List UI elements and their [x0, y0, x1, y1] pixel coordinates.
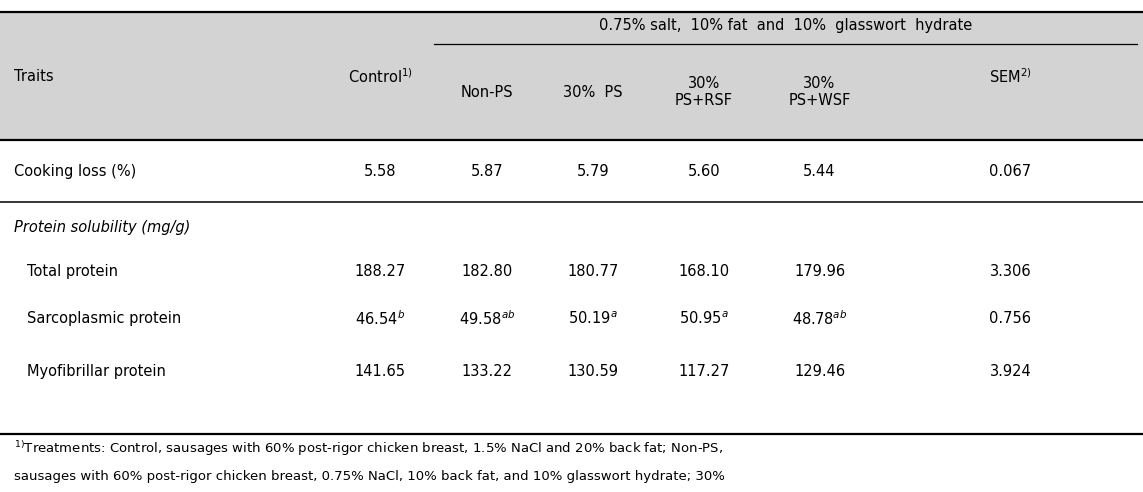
Text: 5.44: 5.44 — [804, 164, 836, 179]
Text: 50.95$^{a}$: 50.95$^{a}$ — [679, 310, 729, 327]
Text: 141.65: 141.65 — [354, 364, 406, 379]
Text: 5.87: 5.87 — [471, 164, 503, 179]
Text: 30%
PS+RSF: 30% PS+RSF — [676, 76, 733, 108]
Text: 5.79: 5.79 — [577, 164, 609, 179]
Text: Traits: Traits — [14, 69, 54, 84]
Text: 133.22: 133.22 — [462, 364, 512, 379]
Text: Sarcoplasmic protein: Sarcoplasmic protein — [27, 311, 182, 326]
Text: SEM$^{2)}$: SEM$^{2)}$ — [989, 67, 1032, 86]
Text: 46.54$^{b}$: 46.54$^{b}$ — [355, 309, 405, 328]
Text: 0.756: 0.756 — [990, 311, 1031, 326]
Text: 49.58$^{ab}$: 49.58$^{ab}$ — [458, 309, 515, 328]
Text: 5.58: 5.58 — [363, 164, 397, 179]
Text: Cooking loss (%): Cooking loss (%) — [14, 164, 136, 179]
Text: 179.96: 179.96 — [794, 264, 845, 279]
Text: Protein solubility (mg/g): Protein solubility (mg/g) — [14, 220, 190, 235]
Bar — [0, 12, 1143, 140]
Text: 30%
PS+WSF: 30% PS+WSF — [789, 76, 850, 108]
Text: 129.46: 129.46 — [794, 364, 845, 379]
Text: Total protein: Total protein — [27, 264, 119, 279]
Text: 3.924: 3.924 — [990, 364, 1031, 379]
Text: 117.27: 117.27 — [679, 364, 729, 379]
Text: 130.59: 130.59 — [568, 364, 618, 379]
Text: 0.067: 0.067 — [990, 164, 1031, 179]
Text: 188.27: 188.27 — [354, 264, 406, 279]
Text: 0.75% salt,  10% fat  and  10%  glasswort  hydrate: 0.75% salt, 10% fat and 10% glasswort hy… — [599, 18, 973, 33]
Text: 5.60: 5.60 — [688, 164, 720, 179]
Text: Non-PS: Non-PS — [461, 85, 513, 100]
Text: 168.10: 168.10 — [679, 264, 729, 279]
Text: Myofibrillar protein: Myofibrillar protein — [27, 364, 167, 379]
Text: 180.77: 180.77 — [568, 264, 618, 279]
Text: 3.306: 3.306 — [990, 264, 1031, 279]
Text: 182.80: 182.80 — [462, 264, 512, 279]
Text: 48.78$^{ab}$: 48.78$^{ab}$ — [792, 309, 847, 328]
Text: sausages with 60% post-rigor chicken breast, 0.75% NaCl, 10% back fat, and 10% g: sausages with 60% post-rigor chicken bre… — [14, 470, 725, 483]
Text: $^{1)}$Treatments: Control, sausages with 60% post-rigor chicken breast, 1.5% Na: $^{1)}$Treatments: Control, sausages wit… — [14, 439, 722, 458]
Text: 30%  PS: 30% PS — [563, 85, 623, 100]
Text: Control$^{1)}$: Control$^{1)}$ — [347, 67, 413, 86]
Text: 50.19$^{a}$: 50.19$^{a}$ — [568, 310, 618, 327]
